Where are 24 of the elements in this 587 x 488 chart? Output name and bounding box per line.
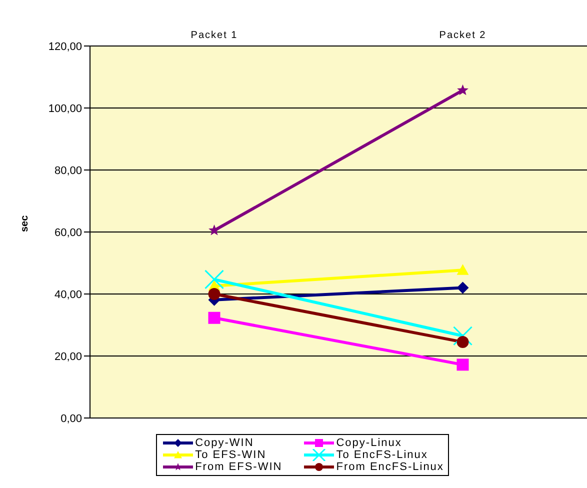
- point: [208, 224, 220, 236]
- point: [453, 326, 472, 346]
- y-axis-title: sec: [20, 214, 31, 232]
- x-tick-label: Packet 1: [190, 30, 238, 41]
- y-tick-label: 100,00: [48, 102, 82, 115]
- point: [208, 288, 220, 300]
- point: [456, 282, 469, 294]
- legend-label: Copy-WIN: [195, 437, 254, 449]
- legend-label: To EncFS-Linux: [336, 449, 428, 461]
- y-tick-label: 80,00: [54, 164, 82, 177]
- y-tick-label: 60,00: [54, 226, 82, 239]
- legend-label: Copy-Linux: [336, 437, 402, 449]
- x-tick-label: Packet 2: [439, 30, 486, 41]
- y-tick-label: 20,00: [54, 350, 82, 363]
- legend-label: To EFS-WIN: [195, 449, 266, 461]
- legend-label: From EncFS-Linux: [336, 461, 444, 473]
- point: [457, 84, 468, 96]
- y-tick-label: 120,00: [48, 40, 82, 53]
- point: [208, 312, 220, 324]
- y-tick-label: 40,00: [54, 288, 82, 301]
- y-tick-label: 0,00: [60, 412, 82, 425]
- point: [456, 336, 469, 348]
- legend-label: From EFS-WIN: [195, 461, 282, 473]
- point: [456, 358, 469, 371]
